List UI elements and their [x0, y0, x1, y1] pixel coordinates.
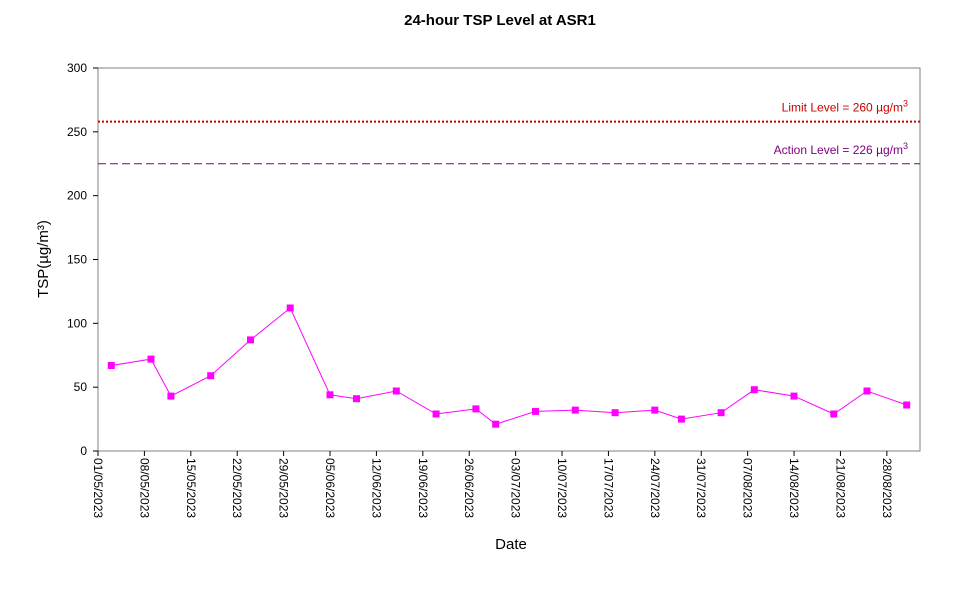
limit-level-label: Limit Level = 260 µg/m3 — [782, 99, 908, 115]
data-point — [207, 372, 215, 380]
data-point — [611, 409, 619, 417]
x-tick-label: 12/06/2023 — [369, 458, 383, 518]
data-point — [326, 391, 334, 399]
data-point — [717, 409, 725, 417]
data-point — [677, 415, 685, 423]
x-axis: 01/05/2023 08/05/2023 15/05/2023 22/05/2023… — [91, 451, 894, 518]
x-axis-label: Date — [495, 536, 527, 553]
data-point — [790, 392, 798, 400]
x-tick-label: 24/07/2023 — [648, 458, 662, 518]
y-tick-label: 300 — [67, 61, 87, 75]
series-layer — [107, 304, 911, 428]
y-axis: 0 50 100 150 200 250 300 — [67, 61, 98, 458]
y-axis-label: TSP(µg/m³) — [35, 220, 52, 298]
data-point — [107, 362, 115, 369]
y-tick-label: 50 — [74, 380, 88, 394]
x-tick-label: 31/07/2023 — [694, 458, 708, 518]
data-point — [432, 410, 440, 418]
x-tick-label: 15/05/2023 — [184, 458, 198, 518]
data-point — [651, 406, 659, 414]
x-tick-label: 29/05/2023 — [277, 458, 291, 518]
x-tick-label: 28/08/2023 — [880, 458, 894, 518]
data-point — [750, 386, 758, 394]
x-tick-label: 26/06/2023 — [462, 458, 476, 518]
x-tick-label: 07/08/2023 — [741, 458, 755, 518]
series-line — [111, 307, 907, 425]
x-tick-label: 01/05/2023 — [91, 458, 105, 518]
data-point — [167, 392, 175, 400]
data-point — [863, 387, 871, 395]
x-tick-label: 03/07/2023 — [509, 458, 523, 518]
data-point — [492, 420, 500, 428]
x-tick-label: 05/06/2023 — [323, 458, 337, 518]
x-tick-label: 19/06/2023 — [416, 458, 430, 518]
action-level-unit-superscript: 3 — [903, 141, 908, 151]
y-tick-label: 100 — [67, 316, 87, 330]
action-level-label: Action Level = 226 µg/m3 — [774, 141, 908, 157]
data-point — [532, 407, 539, 415]
x-tick-label: 22/05/2023 — [230, 458, 244, 518]
data-point — [472, 405, 480, 413]
x-tick-label: 08/05/2023 — [137, 458, 151, 518]
data-point — [571, 406, 579, 414]
x-tick-label: 10/07/2023 — [555, 458, 569, 518]
data-point — [353, 395, 360, 403]
data-point — [392, 387, 400, 395]
data-point — [147, 355, 155, 363]
y-tick-label: 150 — [67, 253, 87, 267]
data-point — [286, 304, 294, 312]
y-tick-label: 250 — [67, 125, 87, 139]
limit-level-label-text: Limit Level = 260 — [782, 101, 876, 115]
x-tick-label: 17/07/2023 — [601, 458, 615, 518]
x-tick-label: 21/08/2023 — [833, 458, 847, 518]
data-point — [247, 336, 254, 344]
action-level-unit: µg/m — [876, 143, 903, 157]
chart-title: 24-hour TSP Level at ASR1 — [404, 12, 596, 29]
limit-level-unit-superscript: 3 — [903, 99, 908, 109]
y-tick-label: 0 — [80, 444, 87, 458]
y-tick-label: 200 — [67, 189, 87, 203]
action-level-label-text: Action Level = 226 — [774, 143, 876, 157]
data-point — [903, 401, 911, 409]
data-point — [830, 410, 838, 418]
x-tick-label: 14/08/2023 — [787, 458, 801, 518]
limit-level-unit: µg/m — [876, 101, 903, 115]
